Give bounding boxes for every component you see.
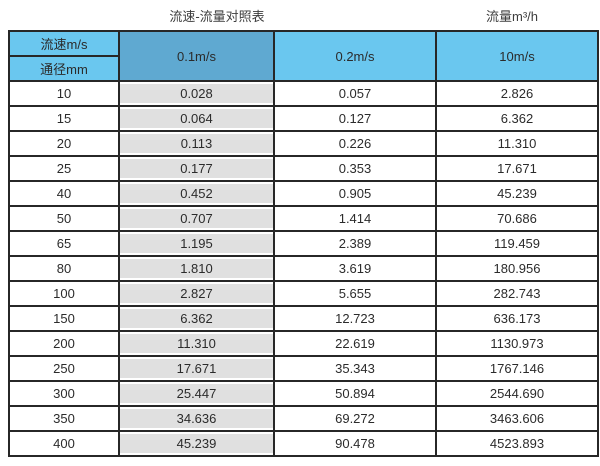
title-bar: 流速-流量对照表 流量m³/h: [0, 0, 600, 30]
flow-cell: 0.057: [273, 80, 437, 107]
flow-cell: 35.343: [273, 355, 437, 382]
flow-cell: 0.452: [118, 180, 275, 207]
flow-cell: 1767.146: [435, 355, 599, 382]
diameter-cell: 150: [8, 305, 120, 332]
table-row: 300 25.447 50.894 2544.690: [8, 380, 599, 407]
table-row: 15 0.064 0.127 6.362: [8, 105, 599, 132]
flow-cell: 2.827: [118, 280, 275, 307]
table-row: 80 1.810 3.619 180.956: [8, 255, 599, 282]
flow-cell: 2.389: [273, 230, 437, 257]
flow-cell: 17.671: [435, 155, 599, 182]
flow-cell: 25.447: [118, 380, 275, 407]
flow-cell: 4523.893: [435, 430, 599, 457]
flow-cell: 1.810: [118, 255, 275, 282]
flow-cell: 2.826: [435, 80, 599, 107]
flow-cell: 1.195: [118, 230, 275, 257]
flow-cell: 3463.606: [435, 405, 599, 432]
flow-cell: 34.636: [118, 405, 275, 432]
flow-cell: 3.619: [273, 255, 437, 282]
diameter-cell: 10: [8, 80, 120, 107]
table-row: 50 0.707 1.414 70.686: [8, 205, 599, 232]
flow-cell: 0.064: [118, 105, 275, 132]
flow-cell: 180.956: [435, 255, 599, 282]
diameter-cell: 100: [8, 280, 120, 307]
flow-cell: 45.239: [435, 180, 599, 207]
table-row: 25 0.177 0.353 17.671: [8, 155, 599, 182]
diameter-cell: 50: [8, 205, 120, 232]
table-row: 20 0.113 0.226 11.310: [8, 130, 599, 157]
table-row: 250 17.671 35.343 1767.146: [8, 355, 599, 382]
flow-cell: 70.686: [435, 205, 599, 232]
flow-rate-table: 流速m/s 0.1m/s 0.2m/s 10m/s 通径mm 10 0.028 …: [8, 30, 599, 457]
table-row: 40 0.452 0.905 45.239: [8, 180, 599, 207]
diameter-cell: 400: [8, 430, 120, 457]
table-title: 流速-流量对照表: [169, 9, 265, 24]
header-row-top: 流速m/s 0.1m/s 0.2m/s 10m/s: [8, 30, 599, 82]
corner-diameter-label: 通径mm: [8, 55, 120, 82]
flow-cell: 636.173: [435, 305, 599, 332]
flow-cell: 0.177: [118, 155, 275, 182]
velocity-column-header-0.2: 0.2m/s: [273, 30, 437, 82]
flow-cell: 1130.973: [435, 330, 599, 357]
flow-cell: 22.619: [273, 330, 437, 357]
velocity-column-header-10: 10m/s: [435, 30, 599, 82]
flow-cell: 11.310: [118, 330, 275, 357]
table-row: 200 11.310 22.619 1130.973: [8, 330, 599, 357]
flow-cell: 12.723: [273, 305, 437, 332]
diameter-cell: 65: [8, 230, 120, 257]
flow-cell: 0.226: [273, 130, 437, 157]
flow-cell: 50.894: [273, 380, 437, 407]
flow-cell: 0.905: [273, 180, 437, 207]
table-row: 400 45.239 90.478 4523.893: [8, 430, 599, 457]
flow-cell: 45.239: [118, 430, 275, 457]
header-row-bottom: 通径mm: [8, 55, 598, 82]
flow-cell: 0.028: [118, 80, 275, 107]
diameter-cell: 15: [8, 105, 120, 132]
flow-cell: 0.707: [118, 205, 275, 232]
flow-cell: 0.127: [273, 105, 437, 132]
flow-cell: 17.671: [118, 355, 275, 382]
diameter-cell: 80: [8, 255, 120, 282]
diameter-cell: 250: [8, 355, 120, 382]
flow-cell: 119.459: [435, 230, 599, 257]
flow-cell: 90.478: [273, 430, 437, 457]
corner-velocity-label: 流速m/s: [8, 30, 120, 57]
flow-cell: 5.655: [273, 280, 437, 307]
flow-cell: 6.362: [435, 105, 599, 132]
diameter-cell: 20: [8, 130, 120, 157]
flow-cell: 0.353: [273, 155, 437, 182]
diameter-cell: 40: [8, 180, 120, 207]
flow-cell: 1.414: [273, 205, 437, 232]
flow-cell: 11.310: [435, 130, 599, 157]
diameter-cell: 300: [8, 380, 120, 407]
flow-cell: 69.272: [273, 405, 437, 432]
flow-cell: 282.743: [435, 280, 599, 307]
table-row: 350 34.636 69.272 3463.606: [8, 405, 599, 432]
diameter-cell: 25: [8, 155, 120, 182]
table-row: 65 1.195 2.389 119.459: [8, 230, 599, 257]
flow-cell: 0.113: [118, 130, 275, 157]
table-row: 10 0.028 0.057 2.826: [8, 80, 599, 107]
diameter-cell: 350: [8, 405, 120, 432]
flow-cell: 6.362: [118, 305, 275, 332]
flow-cell: 2544.690: [435, 380, 599, 407]
velocity-column-header-0.1: 0.1m/s: [118, 30, 275, 82]
flow-unit-label: 流量m³/h: [485, 9, 539, 24]
diameter-cell: 200: [8, 330, 120, 357]
table-row: 150 6.362 12.723 636.173: [8, 305, 599, 332]
table-row: 100 2.827 5.655 282.743: [8, 280, 599, 307]
